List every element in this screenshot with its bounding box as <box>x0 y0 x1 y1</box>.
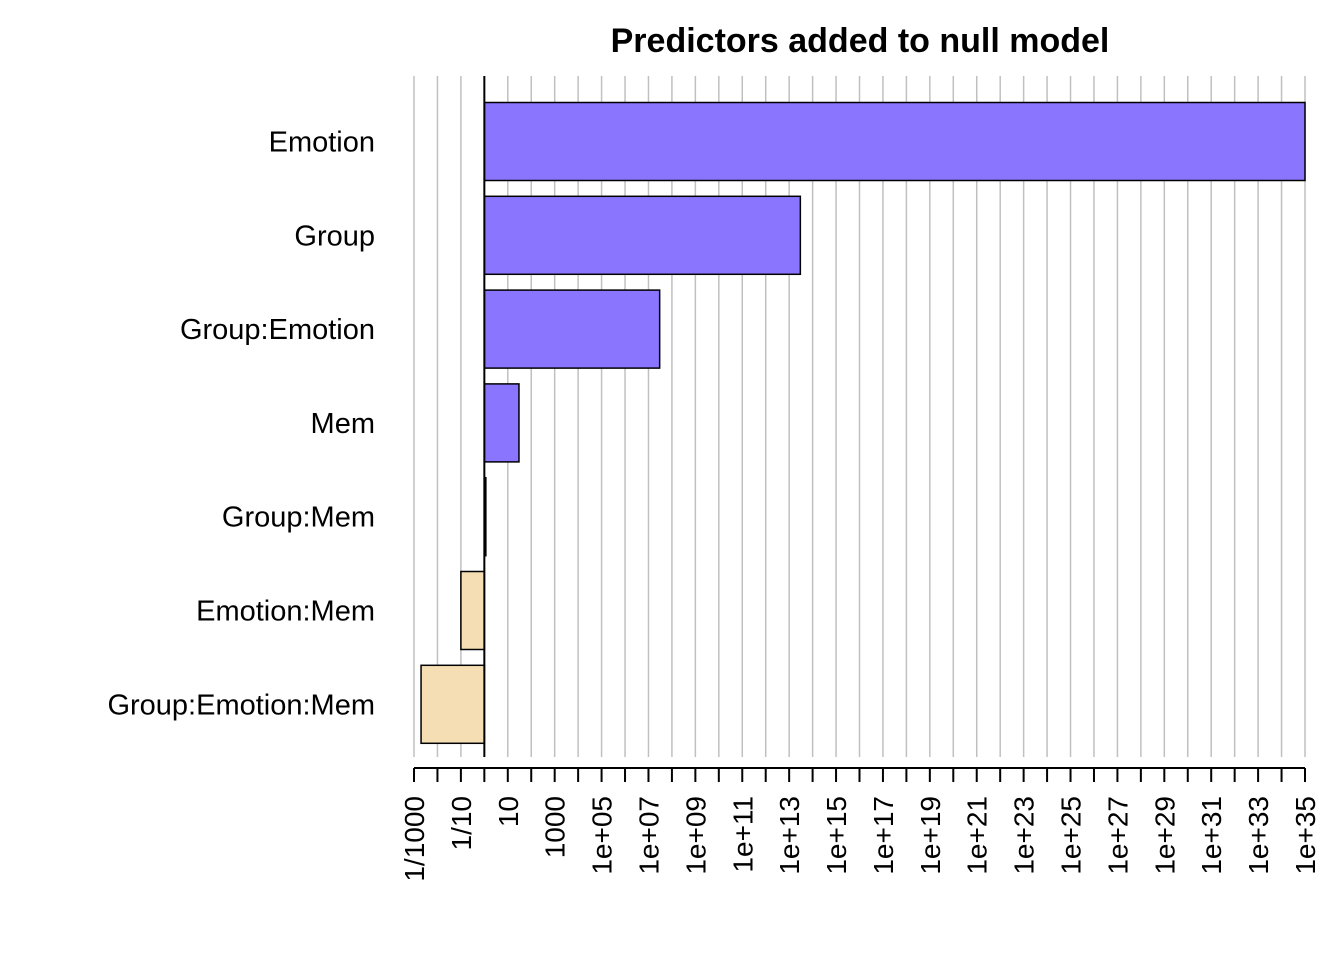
category-label: Group:Emotion:Mem <box>107 689 375 721</box>
x-tick-label: 1e+21 <box>962 796 993 875</box>
category-label: Group:Mem <box>222 502 375 534</box>
x-tick-label: 1e+27 <box>1102 796 1133 875</box>
x-tick-label: 1e+05 <box>587 796 618 875</box>
x-tick-label: 1e+35 <box>1290 796 1321 875</box>
bar-group <box>483 195 802 276</box>
category-labels: Emotion Group Group:Emotion Mem Group:Mem Emo… <box>107 127 375 722</box>
category-label: Group <box>294 220 375 252</box>
x-tick-label: 1e+17 <box>868 796 899 875</box>
bar-mem <box>483 383 520 463</box>
x-tick-label: 10 <box>493 796 524 827</box>
grid-lines <box>413 76 1306 757</box>
x-tick-label: 1e+29 <box>1149 796 1180 875</box>
x-tick-label: 1e+07 <box>633 796 664 875</box>
bar-group-emotion-mem <box>420 664 486 745</box>
x-tick-label: 1e+19 <box>915 796 946 875</box>
x-tick-label: 1e+11 <box>727 796 758 873</box>
chart-title: Predictors added to null model <box>611 22 1110 60</box>
x-tick-label: 1/10 <box>446 796 477 851</box>
bar-emotion <box>483 101 1306 182</box>
x-tick-label: 1e+33 <box>1243 796 1274 875</box>
x-axis: 1/1000 1/10 10 1000 1e+05 1e+07 1e+09 1e+11 1e+1… <box>399 767 1321 882</box>
bar-emotion-mem <box>460 570 486 651</box>
x-tick-label: 1e+09 <box>680 796 711 875</box>
x-tick-label: 1e+23 <box>1009 796 1040 875</box>
x-tick-label: 1000 <box>540 796 571 858</box>
category-label: Emotion <box>269 127 375 159</box>
x-tick-label: 1e+13 <box>774 796 805 875</box>
x-tick-label: 1/1000 <box>399 796 430 882</box>
bar-group-emotion <box>483 289 661 369</box>
x-tick-label: 1e+15 <box>821 796 852 875</box>
x-tick-label: 1e+25 <box>1056 796 1087 875</box>
category-label: Emotion:Mem <box>196 596 375 628</box>
category-label: Group:Emotion <box>180 314 375 346</box>
x-tick-label: 1e+31 <box>1196 796 1227 875</box>
bars <box>420 76 1306 757</box>
category-label: Mem <box>311 408 375 440</box>
